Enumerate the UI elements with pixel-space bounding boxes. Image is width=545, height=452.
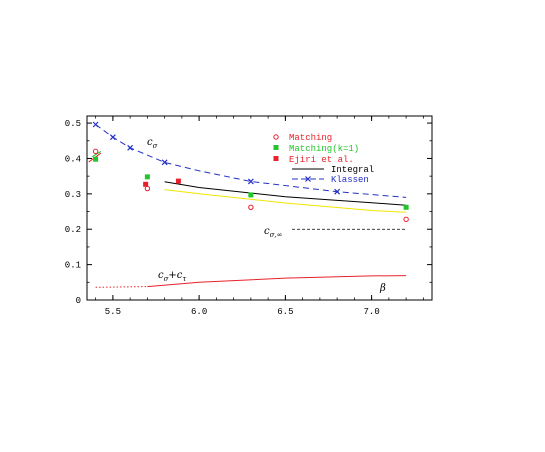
point-matching-k-1 — [403, 204, 409, 210]
point-matching — [144, 185, 151, 192]
legend-matching-k1-marker — [273, 145, 279, 150]
curve-yellow — [164, 189, 407, 213]
annotations: cσ cσ,∞ cσ+cτ β — [147, 137, 386, 294]
curves — [88, 124, 407, 288]
legend-icons — [273, 134, 324, 182]
point-klassen — [92, 121, 99, 128]
point-klassen — [109, 134, 116, 141]
legend: Matching Matching(k=1) Ejiri et al. Inte… — [273, 133, 374, 185]
label-c-sigma-plus-c-tau: cσ+cτ — [158, 270, 186, 283]
label-c-sigma-inf: cσ,∞ — [264, 226, 282, 239]
curve-green-stub — [91, 150, 102, 158]
x-tick-label: 6.5 — [277, 307, 293, 317]
y-tick-label: 0.1 — [65, 261, 81, 271]
label-c-sigma: cσ — [147, 137, 158, 150]
point-matching — [92, 148, 99, 155]
point-matching — [248, 204, 254, 210]
legend-klassen-marker — [305, 176, 311, 182]
point-klassen — [334, 188, 341, 195]
point-klassen — [127, 144, 134, 151]
point-ejiri-et-al — [175, 178, 181, 184]
y-tick-label: 0 — [76, 296, 81, 306]
y-tick-label: 0.3 — [65, 190, 81, 200]
x-tick-label: 5.5 — [105, 307, 121, 317]
axes: 5.5 6.0 6.5 7.0 0 0.1 0.2 0.3 0.4 0.5 — [65, 116, 432, 317]
y-tick-label: 0.4 — [65, 154, 81, 164]
plot-frame — [86, 115, 433, 301]
point-matching — [403, 216, 409, 223]
point-ejiri-et-al — [143, 181, 149, 187]
point-matching-k-1 — [248, 192, 254, 198]
label-beta: β — [379, 283, 386, 294]
legend-matching-marker — [273, 134, 279, 140]
curve-klassen — [95, 124, 407, 198]
legend-matching-k1: Matching(k=1) — [289, 144, 359, 154]
point-klassen — [247, 178, 254, 185]
curve-red-low — [147, 275, 407, 288]
point-matching-k-1 — [93, 156, 99, 162]
legend-matching: Matching — [289, 133, 332, 143]
y-tick-label: 0.5 — [65, 119, 81, 129]
curve-red-low-dotted — [95, 286, 148, 288]
point-klassen — [161, 159, 168, 166]
curve-integral — [164, 181, 407, 206]
legend-ejiri: Ejiri et al. — [289, 155, 354, 165]
point-matching-k-1 — [144, 174, 150, 180]
x-tick-label: 7.0 — [364, 307, 380, 317]
legend-klassen: Klassen — [331, 175, 369, 185]
y-tick-label: 0.2 — [65, 225, 81, 235]
legend-ejiri-marker — [273, 156, 279, 161]
data-points — [92, 121, 409, 223]
x-tick-label: 6.0 — [191, 307, 207, 317]
legend-integral: Integral — [331, 165, 374, 175]
